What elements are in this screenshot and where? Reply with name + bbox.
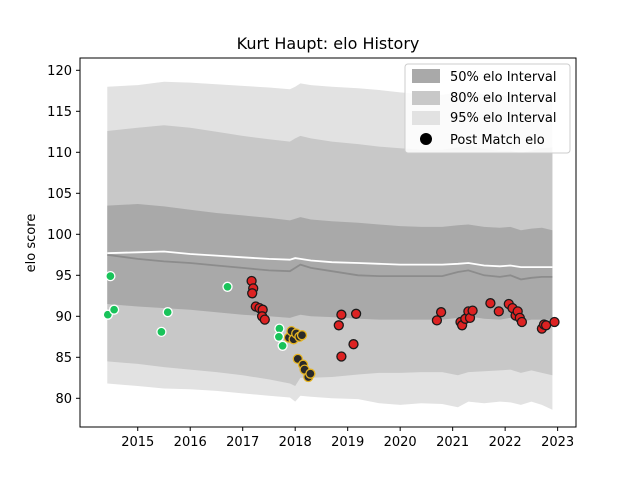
y-tick-label: 90 [55,310,72,325]
match-point-27 [305,368,316,379]
x-tick-label: 2019 [331,435,364,450]
legend-swatch-80 [412,91,440,105]
match-point-31 [348,339,359,350]
match-point-3 [156,326,167,338]
match-point-29 [336,309,347,320]
y-axis-label: elo score [24,214,39,273]
match-point-51 [540,320,552,331]
chart-title: Kurt Haupt: elo History [237,34,420,53]
legend-label-80: 80% elo Interval [450,91,557,106]
match-point-15 [273,331,285,342]
match-point-41 [485,298,496,309]
y-tick-label: 80 [55,392,72,407]
legend-swatch-95 [412,111,440,125]
y-tick-label: 115 [47,105,72,120]
legend-swatch-50 [412,69,440,83]
x-tick-label: 2016 [174,435,207,450]
x-tick-label: 2021 [436,435,469,450]
match-point-8 [247,288,258,299]
match-point-52 [549,316,560,328]
axes-frame [79,57,577,428]
match-point-48 [516,316,528,328]
match-point-32 [350,308,362,319]
y-tick-label: 100 [47,228,72,243]
median-line [107,253,553,281]
match-point-4 [162,307,173,318]
x-axis-ticks: 2015 2016 2017 2018 2019 2020 2021 2022 2023 [121,427,574,450]
y-tick-label: 105 [47,187,72,202]
match-point-42 [493,306,504,317]
legend: 50% elo Interval 80% elo Interval 95% el… [404,63,571,154]
match-point-22 [296,330,308,341]
x-tick-label: 2015 [121,435,154,450]
post-match-points [102,270,560,383]
series-lines [107,250,553,281]
match-point-40 [467,305,478,316]
match-point-2 [108,304,120,315]
y-tick-label: 95 [55,269,72,284]
x-tick-label: 2022 [489,435,522,450]
legend-label-95: 95% elo Interval [450,111,557,126]
match-point-33 [431,315,443,326]
match-point-16 [277,340,288,351]
y-tick-label: 120 [47,64,72,79]
x-tick-label: 2023 [541,435,574,450]
legend-box [404,63,571,154]
match-point-28 [333,320,344,331]
legend-label-50: 50% elo Interval [450,70,557,85]
legend-label-post-match: Post Match elo [450,133,545,148]
match-point-5 [222,281,233,292]
x-tick-label: 2018 [279,435,312,450]
match-point-30 [336,351,347,362]
y-tick-label: 110 [47,146,72,161]
legend-marker-post-match [420,133,432,145]
match-point-34 [435,307,447,318]
mean-line [107,250,553,269]
y-axis-ticks: 80 85 90 95 100 105 110 115 120 [47,64,80,407]
y-tick-label: 85 [55,351,72,366]
plot-area [102,81,560,410]
match-point-0 [105,270,116,282]
x-tick-label: 2017 [226,435,259,450]
band-50 [107,204,553,322]
match-point-13 [259,314,270,325]
x-tick-label: 2020 [384,435,417,450]
